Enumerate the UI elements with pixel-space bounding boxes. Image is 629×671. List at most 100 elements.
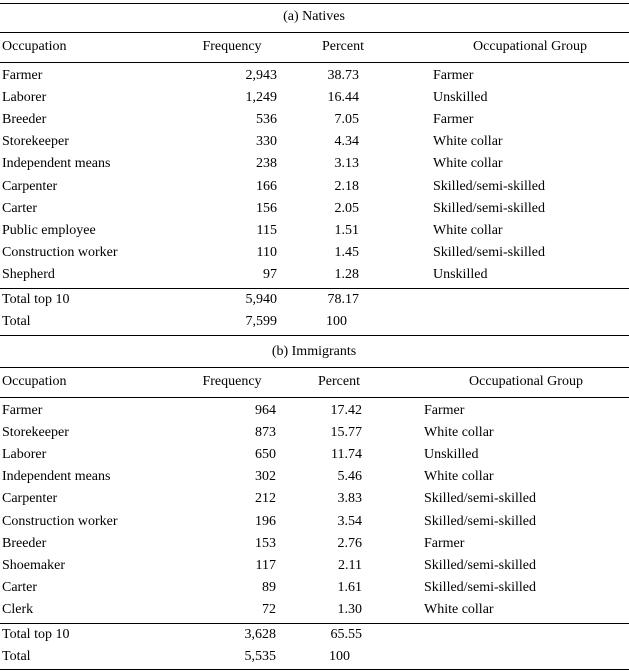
frequency: 97 (263, 266, 277, 282)
total-percent: 78.17 (327, 292, 360, 307)
occupational-group: Skilled/semi-skilled (424, 513, 536, 529)
occupational-group: White collar (433, 222, 503, 238)
total-percent: 65.55 (330, 627, 363, 642)
total-label: Total (2, 649, 31, 664)
percent: 11.74 (331, 447, 362, 463)
occupational-group: Farmer (424, 535, 465, 551)
occupational-group: Skilled/semi-skilled (433, 178, 545, 194)
occupational-group: Farmer (433, 68, 474, 83)
occupation: Carter (2, 579, 37, 595)
frequency: 873 (255, 425, 276, 441)
occupational-group: Skilled/semi-skilled (433, 244, 545, 260)
occupation: Independent means (2, 156, 111, 172)
column-header: Frequency (202, 39, 262, 54)
rule (0, 367, 629, 368)
occupation: Storekeeper (2, 134, 69, 150)
total-percent: 100 (329, 649, 350, 664)
percent: 1.30 (337, 601, 363, 617)
occupation: Farmer (2, 403, 43, 418)
panel-title: (b) Immigrants (271, 344, 357, 359)
rule (0, 669, 629, 670)
occupation: Laborer (2, 90, 47, 106)
occupation: Laborer (2, 447, 47, 463)
total-frequency: 5,940 (245, 292, 278, 307)
occupational-group: White collar (424, 425, 494, 441)
frequency: 650 (255, 447, 276, 463)
rule (0, 623, 629, 624)
column-header: Occupational Group (473, 39, 587, 54)
total-label: Total (2, 314, 31, 329)
frequency: 238 (256, 156, 277, 172)
column-header: Frequency (202, 374, 262, 389)
percent: 2.76 (337, 535, 363, 551)
total-frequency: 5,535 (244, 649, 277, 664)
occupational-group: White collar (433, 134, 503, 150)
percent: 3.54 (337, 513, 363, 529)
percent: 1.51 (334, 222, 360, 238)
percent: 4.34 (334, 134, 360, 150)
frequency: 115 (256, 222, 277, 238)
percent: 2.11 (338, 557, 362, 573)
frequency: 2,943 (245, 68, 278, 83)
frequency: 72 (262, 601, 276, 617)
percent: 17.42 (330, 403, 363, 418)
frequency: 196 (255, 513, 276, 529)
frequency: 1,249 (245, 90, 278, 106)
percent: 1.45 (334, 244, 360, 260)
frequency: 117 (255, 557, 276, 573)
frequency: 302 (255, 469, 276, 485)
occupational-group: Farmer (424, 403, 465, 418)
percent: 2.18 (334, 178, 360, 194)
total-label: Total top 10 (2, 627, 70, 642)
occupation: Shoemaker (2, 557, 65, 573)
frequency: 330 (256, 134, 277, 150)
occupation: Shepherd (2, 266, 55, 282)
occupation: Farmer (2, 68, 43, 83)
occupational-group: Unskilled (424, 447, 479, 463)
occupation: Independent means (2, 469, 111, 485)
occupational-group: Skilled/semi-skilled (433, 200, 545, 216)
column-header: Percent (318, 374, 360, 389)
percent: 15.77 (330, 425, 363, 441)
occupation: Construction worker (2, 244, 118, 260)
percent: 3.83 (337, 491, 363, 507)
column-header: Occupation (2, 374, 67, 389)
occupation: Carpenter (2, 178, 58, 194)
percent: 1.28 (334, 266, 360, 282)
rule (0, 32, 629, 33)
occupational-group: White collar (424, 601, 494, 617)
rule (0, 288, 629, 289)
percent: 16.44 (327, 90, 360, 106)
occupational-group: Unskilled (433, 90, 488, 106)
occupational-group: White collar (424, 469, 494, 485)
occupational-group: Farmer (433, 112, 474, 128)
occupation: Breeder (2, 112, 47, 128)
rule (0, 3, 629, 4)
total-frequency: 7,599 (245, 314, 278, 329)
rule (0, 62, 629, 63)
total-label: Total top 10 (2, 292, 70, 307)
occupation: Storekeeper (2, 425, 69, 441)
percent: 7.05 (334, 112, 360, 128)
rule (0, 397, 629, 398)
occupation: Carter (2, 200, 37, 216)
occupation: Public employee (2, 222, 96, 238)
percent: 1.61 (337, 579, 363, 595)
occupational-group: Skilled/semi-skilled (424, 491, 536, 507)
percent: 2.05 (334, 200, 360, 216)
occupation: Breeder (2, 535, 47, 551)
total-percent: 100 (326, 314, 347, 329)
occupation: Clerk (2, 601, 34, 617)
frequency: 156 (256, 200, 277, 216)
frequency: 536 (256, 112, 277, 128)
column-header: Occupational Group (469, 374, 583, 389)
frequency: 89 (262, 579, 276, 595)
column-header: Percent (322, 39, 364, 54)
occupational-group: Skilled/semi-skilled (424, 579, 536, 595)
occupation: Carpenter (2, 491, 58, 507)
occupational-group: Skilled/semi-skilled (424, 557, 536, 573)
column-header: Occupation (2, 39, 67, 54)
percent: 3.13 (334, 156, 360, 172)
total-frequency: 3,628 (244, 627, 277, 642)
